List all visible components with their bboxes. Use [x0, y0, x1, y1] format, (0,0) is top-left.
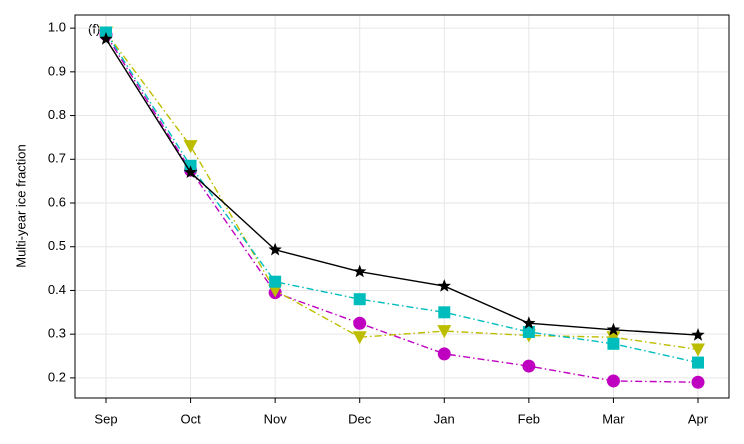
panel-label: (f)	[88, 21, 100, 36]
marker	[606, 322, 621, 336]
plot-frame	[74, 14, 730, 399]
series-line	[105, 32, 699, 351]
series-line	[105, 34, 699, 383]
marker	[522, 359, 536, 373]
marker	[607, 337, 620, 350]
y-axis-label: Multi-year ice fraction	[13, 144, 28, 268]
series-line	[105, 32, 699, 364]
marker	[437, 347, 451, 361]
marker	[691, 343, 705, 357]
y-tick-label: 0.2	[48, 369, 66, 384]
x-tick-label: Dec	[348, 411, 372, 426]
marker	[352, 331, 367, 345]
y-tick-label: 0.9	[48, 63, 66, 78]
x-tick-label: Nov	[264, 411, 288, 426]
marker	[522, 316, 536, 329]
marker	[99, 32, 113, 45]
y-tick-label: 0.6	[48, 194, 66, 209]
y-tick-label: 0.5	[48, 238, 66, 253]
x-tick-label: Mar	[602, 411, 625, 426]
x-tick-label: Feb	[518, 411, 540, 426]
marker	[353, 316, 367, 330]
x-tick-label: Apr	[688, 411, 709, 426]
y-tick-label: 1.0	[48, 20, 66, 35]
marker	[183, 140, 198, 154]
marker	[353, 264, 367, 278]
marker	[522, 325, 535, 338]
marker	[606, 374, 620, 388]
marker	[691, 328, 705, 341]
x-tick-label: Jan	[434, 411, 455, 426]
x-tick-label: Sep	[94, 411, 117, 426]
series-line	[105, 38, 699, 336]
marker	[269, 275, 282, 288]
marker	[437, 279, 451, 292]
marker	[691, 375, 705, 389]
marker	[438, 306, 451, 319]
marker	[437, 325, 452, 339]
y-tick-label: 0.3	[48, 326, 66, 341]
marker	[692, 356, 704, 369]
marker	[183, 165, 198, 179]
marker	[268, 242, 282, 256]
y-tick-label: 0.4	[48, 282, 66, 297]
y-tick-label: 0.8	[48, 107, 66, 122]
y-tick-label: 0.7	[48, 151, 66, 166]
x-tick-label: Oct	[180, 411, 201, 426]
marker	[353, 293, 366, 306]
